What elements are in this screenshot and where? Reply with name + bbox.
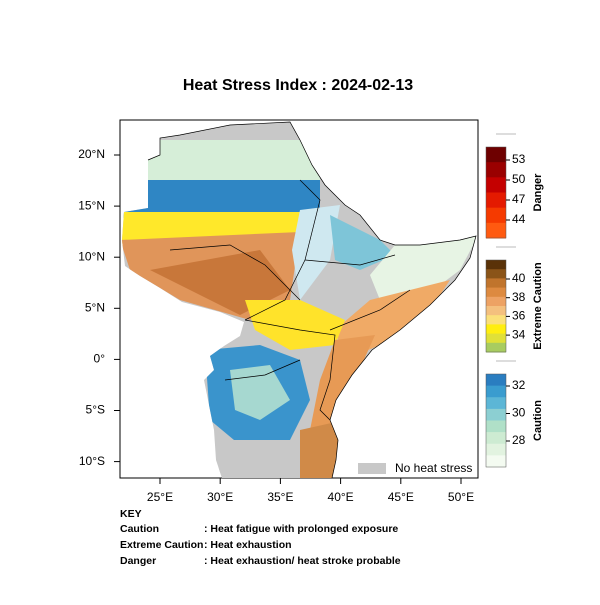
colorbar-legend: 53 50 47 44 Danger 40 38 36 34 Extreme Caution 32 3… <box>485 133 544 468</box>
colorbar-cell <box>486 162 506 178</box>
lon-label: 25°E <box>147 490 173 504</box>
borders <box>147 121 477 479</box>
lon-label: 40°E <box>328 490 354 504</box>
no-heat-swatch <box>358 463 386 474</box>
colorbar-title: Extreme Caution <box>532 262 544 350</box>
colorbar-cell <box>486 260 506 270</box>
colorbar-label: 34 <box>512 327 526 341</box>
colorbar-label: 30 <box>512 406 526 420</box>
lat-axis: 20°N 15°N 10°N 5°N 0° 5°S 10°S <box>78 147 120 468</box>
map-title: Heat Stress Index : 2024-02-13 <box>183 77 413 94</box>
colorbar-label: 44 <box>512 212 526 226</box>
colorbar-label: 38 <box>512 290 526 304</box>
colorbar-cell <box>486 374 506 387</box>
colorbar-cell <box>486 443 506 456</box>
lon-label: 35°E <box>267 490 293 504</box>
colorbar-label: 32 <box>512 378 526 392</box>
colorbar-cell <box>486 324 506 335</box>
lat-label: 0° <box>94 352 106 366</box>
colorbar-frame <box>485 259 507 353</box>
colorbar-label: 50 <box>512 172 526 186</box>
colorbar-cell <box>486 177 506 193</box>
lat-label: 5°S <box>86 403 105 417</box>
colorbar-frame <box>485 373 507 468</box>
colorbar-cell <box>486 342 506 353</box>
no-heat-label: No heat stress <box>395 461 472 475</box>
colorbar-cell <box>486 432 506 445</box>
colorbar-label: 28 <box>512 433 526 447</box>
lat-label: 5°N <box>85 300 105 314</box>
lon-label: 30°E <box>207 490 233 504</box>
colorbar-cell <box>486 147 506 163</box>
colorbar-cell <box>486 420 506 433</box>
colorbar-cell <box>486 455 506 468</box>
colorbar-cell <box>486 296 506 307</box>
key-term: Danger <box>120 555 156 567</box>
key-rows: Caution : Heat fatigue with prolonged exp… <box>120 523 401 567</box>
lat-label: 10°N <box>78 249 105 263</box>
key-term: Extreme Caution <box>120 539 203 551</box>
colorbar-cell <box>486 287 506 298</box>
colorbar-label: 53 <box>512 152 526 166</box>
colorbar-cell <box>486 278 506 289</box>
colorbar-label: 47 <box>512 192 526 206</box>
lat-label: 15°N <box>78 198 105 212</box>
colorbar-cell <box>486 306 506 316</box>
colorbar-cell <box>486 408 506 421</box>
colorbar-cell <box>486 385 506 398</box>
lat-label: 20°N <box>78 147 105 161</box>
colorbar-cell <box>486 222 506 239</box>
key-desc: : Heat exhaustion/ heat stroke probable <box>204 555 401 567</box>
colorbar-frame <box>485 146 507 239</box>
lon-label: 50°E <box>448 490 474 504</box>
key-heading: KEY <box>120 508 142 520</box>
key-desc: : Heat exhaustion <box>204 539 292 551</box>
lon-axis: 25°E 30°E 35°E 40°E 45°E 50°E <box>147 478 474 504</box>
colorbar-cell <box>486 192 506 209</box>
colorbar-title: Caution <box>532 400 544 441</box>
colorbar-cell <box>486 269 506 279</box>
key-term: Caution <box>120 523 159 535</box>
lon-label: 45°E <box>388 490 414 504</box>
lat-label: 10°S <box>79 454 105 468</box>
colorbar-label: 36 <box>512 309 526 323</box>
colorbar-title: Danger <box>532 173 544 212</box>
colorbar-label: 40 <box>512 271 526 285</box>
colorbar-cell <box>486 333 506 344</box>
colorbar-cell <box>486 207 506 224</box>
colorbar-cell <box>486 397 506 410</box>
colorbar-cell <box>486 315 506 325</box>
key-desc: : Heat fatigue with prolonged exposure <box>204 523 398 535</box>
